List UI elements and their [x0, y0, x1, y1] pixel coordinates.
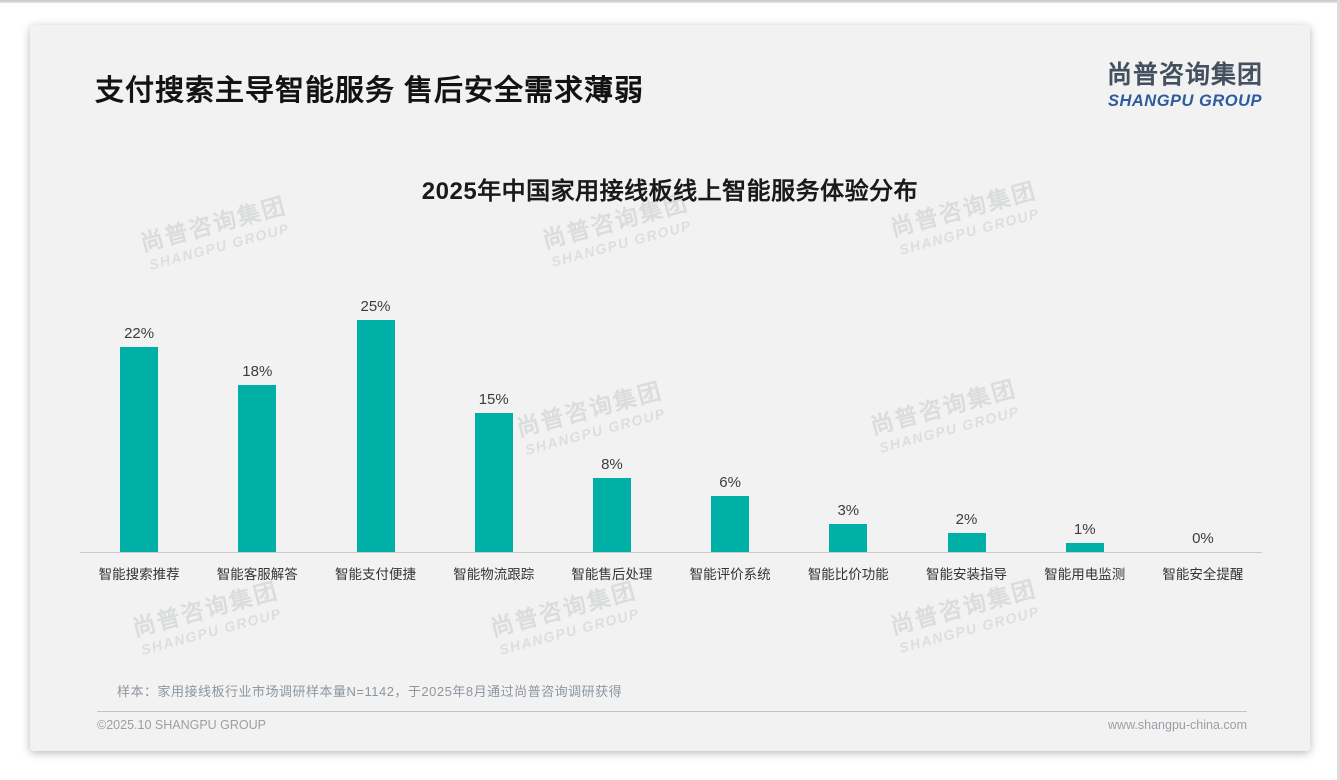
bar-value-label: 25%	[360, 297, 391, 315]
bar	[1065, 542, 1104, 552]
category-label: 智能评价系统	[689, 567, 771, 582]
bar-value-label: 3%	[837, 502, 860, 520]
chart-title: 2025年中国家用接线板线上智能服务体验分布	[421, 178, 919, 205]
copyright-text: ©2025.10 SHANGPU GROUP	[97, 718, 266, 732]
bar-value-label: 1%	[1073, 520, 1096, 538]
x-axis-labels: 智能搜索推荐 智能客服解答 智能支付便捷 智能物流跟踪 智能售后处理 智能评价系统 智能比价…	[80, 563, 1262, 583]
category-label: 智能安全提醒	[1162, 567, 1244, 582]
watermark-english-text: SHANGPU GROUP	[497, 604, 642, 658]
website-url: www.shangpu-china.com	[1108, 718, 1247, 732]
category-label: 智能支付便捷	[335, 567, 416, 582]
bar-value-label: 22%	[124, 325, 155, 343]
bar-column: 3%	[789, 240, 907, 552]
bar	[592, 477, 631, 552]
watermark-english-text: SHANGPU GROUP	[139, 604, 284, 658]
bar	[947, 533, 986, 552]
bar-value-label: 6%	[719, 474, 741, 492]
footer-divider	[97, 711, 1247, 712]
bar	[474, 412, 513, 552]
bar-value-label: 2%	[955, 511, 978, 529]
bar	[120, 347, 159, 552]
category-label: 智能售后处理	[571, 567, 653, 582]
bar-column: 2%	[907, 240, 1025, 552]
sample-note: 样本：家用接线板行业市场调研样本量N=1142，于2025年8月通过尚普咨询调研…	[117, 684, 623, 699]
bar-column: 25%	[316, 240, 434, 552]
company-logo: 尚普咨询集团 SHANGPU GROUP	[1100, 55, 1270, 111]
bar-chart-plot: 22% 18% 25% 15% 8% 6% 3% 2% 1% 0%	[80, 240, 1262, 552]
bar-column: 0%	[1144, 240, 1262, 552]
bar-column: 1%	[1026, 240, 1144, 552]
bar-column: 8%	[553, 240, 671, 552]
logo-chinese-text: 尚普咨询集团	[1106, 61, 1263, 89]
category-label: 智能物流跟踪	[453, 567, 535, 582]
bar	[829, 524, 868, 552]
bar-value-label: 15%	[478, 390, 509, 408]
bar-value-label: 0%	[1192, 530, 1214, 547]
bar-value-label: 18%	[242, 362, 273, 380]
report-slide: 尚普咨询集团 SHANGPU GROUP 尚普咨询集团 SHANGPU GROUP 尚普…	[30, 25, 1310, 751]
category-label: 智能安装指导	[926, 567, 1008, 582]
page-title: 支付搜索主导智能服务 售后安全需求薄弱	[95, 75, 645, 107]
category-label: 智能比价功能	[807, 567, 889, 582]
footer: ©2025.10 SHANGPU GROUP www.shangpu-china…	[97, 718, 1247, 732]
category-label: 智能客服解答	[216, 567, 298, 582]
bar-column: 22%	[80, 240, 198, 552]
bar-column: 6%	[671, 240, 789, 552]
bar	[356, 319, 395, 552]
bar	[238, 384, 277, 552]
bar-column: 18%	[198, 240, 316, 552]
bar-column: 15%	[435, 240, 553, 552]
bar	[711, 496, 750, 552]
category-label: 智能用电监测	[1044, 567, 1126, 582]
category-label: 智能搜索推荐	[98, 567, 180, 582]
x-axis-line	[80, 552, 1262, 553]
watermark-english-text: SHANGPU GROUP	[897, 602, 1042, 656]
bar-value-label: 8%	[601, 455, 623, 473]
window-top-edge	[0, 0, 1340, 3]
window-right-edge	[1337, 0, 1340, 780]
logo-english-text: SHANGPU GROUP	[1107, 92, 1263, 110]
